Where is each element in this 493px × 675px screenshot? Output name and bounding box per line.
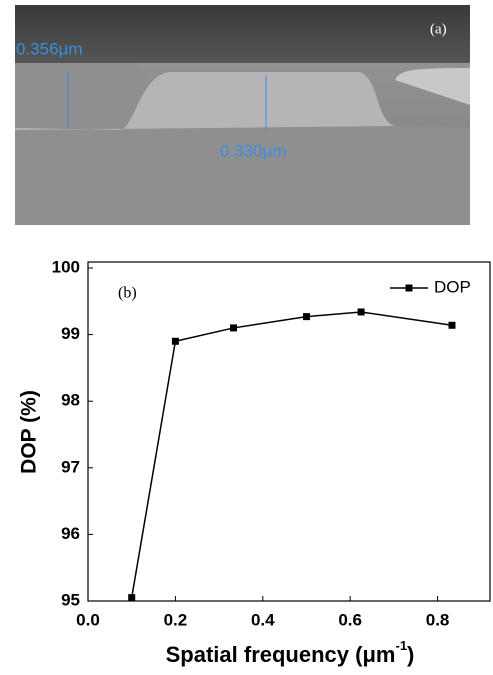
- legend-marker: [405, 284, 413, 292]
- x-axis-label: Spatial frequency (μm-1): [166, 638, 415, 666]
- data-point: [230, 324, 238, 332]
- x-label-text: Spatial frequency (μm: [166, 642, 396, 667]
- y-tick-label: 96: [61, 524, 80, 543]
- data-point: [302, 313, 310, 321]
- y-tick-label: 99: [61, 324, 80, 343]
- data-point: [171, 337, 179, 345]
- x-tick-label: 0.2: [164, 610, 188, 629]
- plot-frame: [87, 261, 491, 602]
- height-label: 0.330μm: [220, 141, 287, 160]
- x-label-text: ): [407, 642, 414, 667]
- legend-label: DOP: [434, 277, 471, 296]
- y-tick-label: 98: [61, 391, 80, 410]
- data-point: [128, 594, 136, 602]
- x-label-sup: -1: [395, 638, 407, 653]
- sem-image: (a) 0.356μm 0.330μm: [15, 5, 470, 225]
- panel-label: (a): [430, 21, 447, 37]
- x-tick-label: 0.4: [251, 610, 275, 629]
- height-label: 0.356μm: [16, 39, 83, 58]
- y-tick-label: 95: [61, 590, 80, 609]
- data-point: [357, 308, 365, 316]
- panel-label: (b): [118, 285, 137, 302]
- series-line: [130, 311, 453, 598]
- y-axis-label: DOP (%): [18, 390, 41, 474]
- y-tick-label: 100: [52, 257, 80, 276]
- data-point: [448, 321, 456, 329]
- y-tick-label: 97: [61, 457, 80, 476]
- x-tick-label: 0.0: [76, 610, 100, 629]
- x-tick-label: 0.6: [338, 610, 362, 629]
- x-tick-label: 0.8: [426, 610, 450, 629]
